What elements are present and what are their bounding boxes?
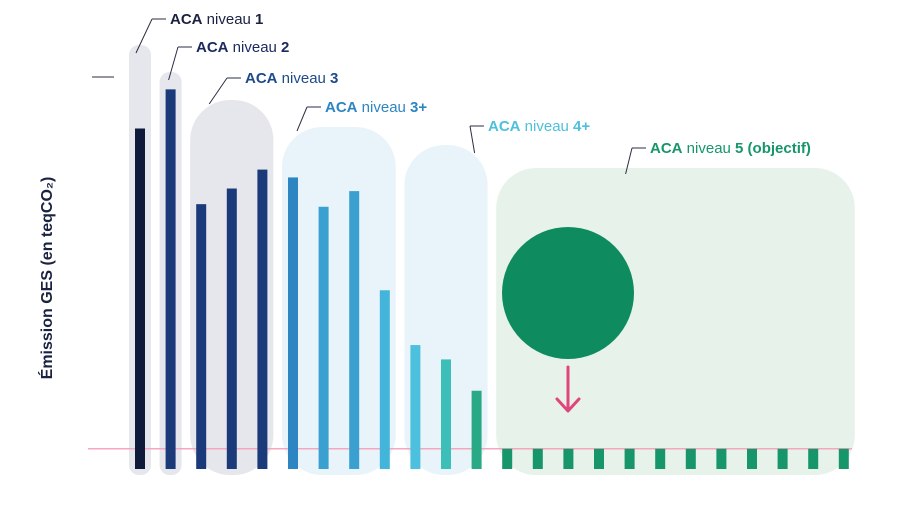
bar	[563, 448, 574, 469]
bar	[777, 448, 788, 469]
bar	[441, 359, 451, 469]
y-axis-label: Émission GES (en teqCO₂)	[37, 177, 56, 380]
bar	[655, 448, 666, 469]
level-label: ACA niveau 2	[196, 39, 289, 56]
bar	[808, 448, 819, 469]
level-name: niveau	[233, 39, 277, 56]
level-leader-line	[625, 147, 633, 175]
callout-circle	[502, 227, 634, 359]
bar	[288, 177, 298, 469]
level-leader-line	[135, 18, 153, 54]
callout	[502, 227, 634, 413]
level-number: 3+	[410, 99, 427, 116]
level-label: ACA niveau 1	[170, 11, 263, 28]
bar	[685, 448, 696, 469]
arrow-head-icon	[555, 397, 581, 413]
bar	[379, 290, 390, 469]
bar	[747, 448, 757, 469]
level-leader-line	[208, 77, 228, 105]
level-name: niveau	[207, 11, 251, 28]
level-name: niveau	[687, 140, 731, 157]
bar	[196, 204, 207, 469]
level-prefix: ACA	[196, 39, 229, 56]
level-prefix: ACA	[650, 140, 683, 157]
bar	[135, 128, 145, 469]
level-panel	[404, 145, 488, 475]
bar	[624, 448, 635, 469]
level-prefix: ACA	[325, 99, 358, 116]
level-prefix: ACA	[245, 70, 278, 87]
bar	[471, 390, 482, 469]
bars	[135, 89, 849, 470]
level-prefix: ACA	[488, 118, 521, 135]
bar	[318, 206, 329, 469]
level-name: niveau	[362, 99, 406, 116]
bar	[594, 448, 604, 469]
bar	[716, 448, 727, 469]
level-panels	[129, 45, 855, 475]
level-number: 4+	[573, 118, 590, 135]
bar	[838, 448, 849, 469]
bar	[257, 169, 268, 470]
level-number: 3	[330, 70, 338, 87]
bar	[226, 188, 237, 469]
bar	[532, 448, 543, 469]
bar	[165, 89, 176, 469]
level-number: 5 (objectif)	[735, 140, 811, 157]
level-number: 2	[281, 39, 289, 56]
level-panel	[282, 127, 396, 475]
level-prefix: ACA	[170, 11, 203, 28]
level-label: ACA niveau 3	[245, 70, 338, 87]
level-label: ACA niveau 4+	[488, 118, 590, 135]
level-number: 1	[255, 11, 263, 28]
bar	[502, 448, 513, 469]
level-leader-line	[296, 106, 308, 132]
bar	[349, 191, 360, 469]
level-leader-line	[168, 46, 179, 81]
level-label: ACA niveau 3+	[325, 99, 427, 116]
level-label: ACA niveau 5 (objectif)	[650, 140, 811, 157]
bar	[410, 345, 421, 469]
level-name: niveau	[525, 118, 569, 135]
level-name: niveau	[282, 70, 326, 87]
level-leader-line	[469, 125, 476, 154]
